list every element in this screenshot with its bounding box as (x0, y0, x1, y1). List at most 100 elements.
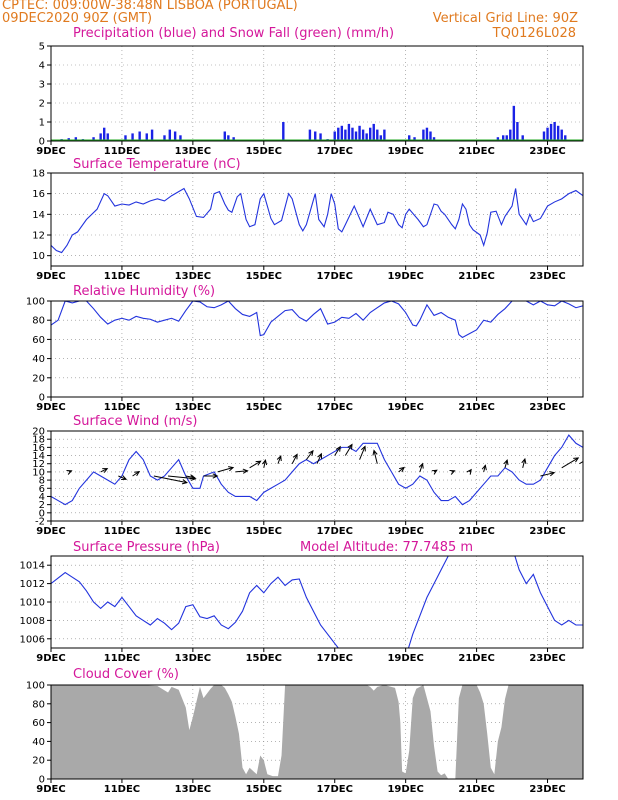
wind-arrow (431, 469, 438, 475)
precipitation-ytick-label: 4 (39, 61, 45, 72)
wind-arrow-shaft (561, 457, 579, 469)
wind-ytick-label: 2 (39, 500, 45, 511)
wind-arrow-head (255, 460, 262, 466)
precip-bar (512, 105, 516, 141)
cloud-cover-ytick-label: 0 (39, 775, 45, 786)
wind-xtick-label: 13DEC (175, 526, 211, 537)
wind-frame (50, 430, 584, 522)
precip-bar (564, 135, 567, 141)
precip-bar (408, 135, 411, 141)
precip-bar (319, 133, 322, 141)
cloud-cover-xtick-label: 19DEC (387, 784, 423, 795)
precip-bar (549, 123, 553, 141)
wind-arrow-shaft (344, 444, 353, 456)
wind-arrow-head (308, 449, 314, 456)
precipitation-xtick-label: 19DEC (387, 146, 423, 157)
wind-arrow (217, 466, 235, 473)
wind-arrow-shaft (540, 472, 555, 477)
wind-arrow-head (276, 454, 282, 462)
humidity-xtick-label: 21DEC (458, 402, 494, 413)
wind-ytick-label: 6 (39, 484, 45, 495)
humidity-xtick-label: 11DEC (104, 402, 140, 413)
pressure-panel: 1006 1008 1010 1012 1014 9DEC 11DEC 13DEC 15DEC 1… (20, 540, 584, 664)
precip-bar (106, 133, 109, 141)
wind-arrow-head (181, 479, 188, 485)
pressure-xtick-label: 17DEC (317, 653, 353, 664)
precip-bar (365, 133, 368, 141)
wind-arrow (521, 457, 527, 468)
temperature-title: Surface Temperature (nC) (73, 157, 241, 172)
wind-ytick-label: 12 (32, 459, 45, 470)
precip-bar (383, 129, 386, 141)
temperature-xtick-label: 9DEC (36, 271, 65, 282)
precip-bar (542, 131, 546, 141)
precip-bar (124, 135, 127, 141)
pressure-ytick-label: 1006 (20, 634, 45, 645)
cloud-cover-xtick-label: 17DEC (317, 784, 353, 795)
temperature-data (51, 187, 583, 254)
precipitation-ytick-label: 5 (39, 42, 45, 53)
temperature-ytick-label: 16 (32, 189, 45, 200)
precipitation-frame (50, 45, 584, 142)
wind-arrow-shaft (316, 453, 322, 464)
wind-arrow (316, 452, 323, 464)
temperature-xtick-label: 17DEC (317, 271, 353, 282)
cloud-cover-ytick-label: 100 (26, 681, 45, 692)
precipitation-ytick-label: 1 (39, 118, 45, 129)
precip-bar (173, 131, 177, 141)
precipitation-xtick-label: 11DEC (104, 146, 140, 157)
wind-arrow-head (573, 457, 580, 463)
wind-arrow (579, 460, 583, 465)
wind-arrow-shaft (522, 458, 526, 468)
wind-arrow-shaft (305, 450, 314, 460)
humidity-ytick-label: 20 (32, 373, 45, 384)
precipitation-xtick-label: 15DEC (246, 146, 282, 157)
precip-bar (232, 137, 235, 141)
precip-bar (496, 137, 500, 141)
cloud-cover-data (51, 685, 583, 779)
cloud-cover-ytick-label: 80 (32, 699, 45, 710)
wind-arrow-shaft (277, 455, 282, 464)
humidity-ytick-label: 60 (32, 335, 45, 346)
wind-arrow-head (431, 469, 438, 475)
humidity-xtick-label: 19DEC (387, 402, 423, 413)
cloud-cover-ytick-label: 60 (32, 718, 45, 729)
precip-bar (509, 129, 512, 141)
humidity-frame (50, 300, 584, 398)
cloud-cover-xtick-label: 11DEC (104, 784, 140, 795)
precip-bar (227, 135, 230, 141)
precip-bar (138, 131, 141, 141)
pressure-xtick-label: 23DEC (529, 653, 565, 664)
wind-arrow-shaft (235, 470, 248, 473)
humidity-ytick-label: 40 (32, 354, 45, 365)
wind-arrow (561, 457, 580, 469)
precip-bar (145, 133, 148, 141)
pressure-xtick-label: 13DEC (175, 653, 211, 664)
precip-bar (163, 135, 166, 141)
wind-arrow-head (212, 473, 219, 479)
precip-bar (516, 122, 519, 141)
wind-arrow (203, 473, 219, 479)
precip-bar (282, 122, 285, 141)
wind-arrow-head (418, 462, 424, 469)
wind-arrow (334, 445, 341, 456)
precip-bar (333, 131, 336, 141)
precip-bar (344, 129, 347, 141)
wind-arrow-head (360, 445, 366, 452)
wind-arrow-head (189, 474, 196, 480)
wind-arrow (305, 449, 314, 460)
wind-ytick-label: 4 (39, 492, 45, 503)
temperature-ytick-label: 12 (32, 231, 45, 242)
wind-arrow (540, 471, 556, 477)
precip-bar (92, 137, 95, 141)
precipitation-ytick-label: 2 (39, 99, 45, 110)
wind-arrow (235, 468, 249, 474)
header-station: CPTEC: 009:00W-38:48N LISBOA (PORTUGAL) (2, 0, 298, 13)
temperature-xtick-label: 13DEC (175, 271, 211, 282)
wind-arrow-shaft (504, 459, 508, 468)
wind-arrow-head (228, 466, 235, 472)
precip-bar (308, 129, 312, 141)
wind-arrow (344, 443, 353, 456)
wind-arrow-head (335, 445, 341, 452)
